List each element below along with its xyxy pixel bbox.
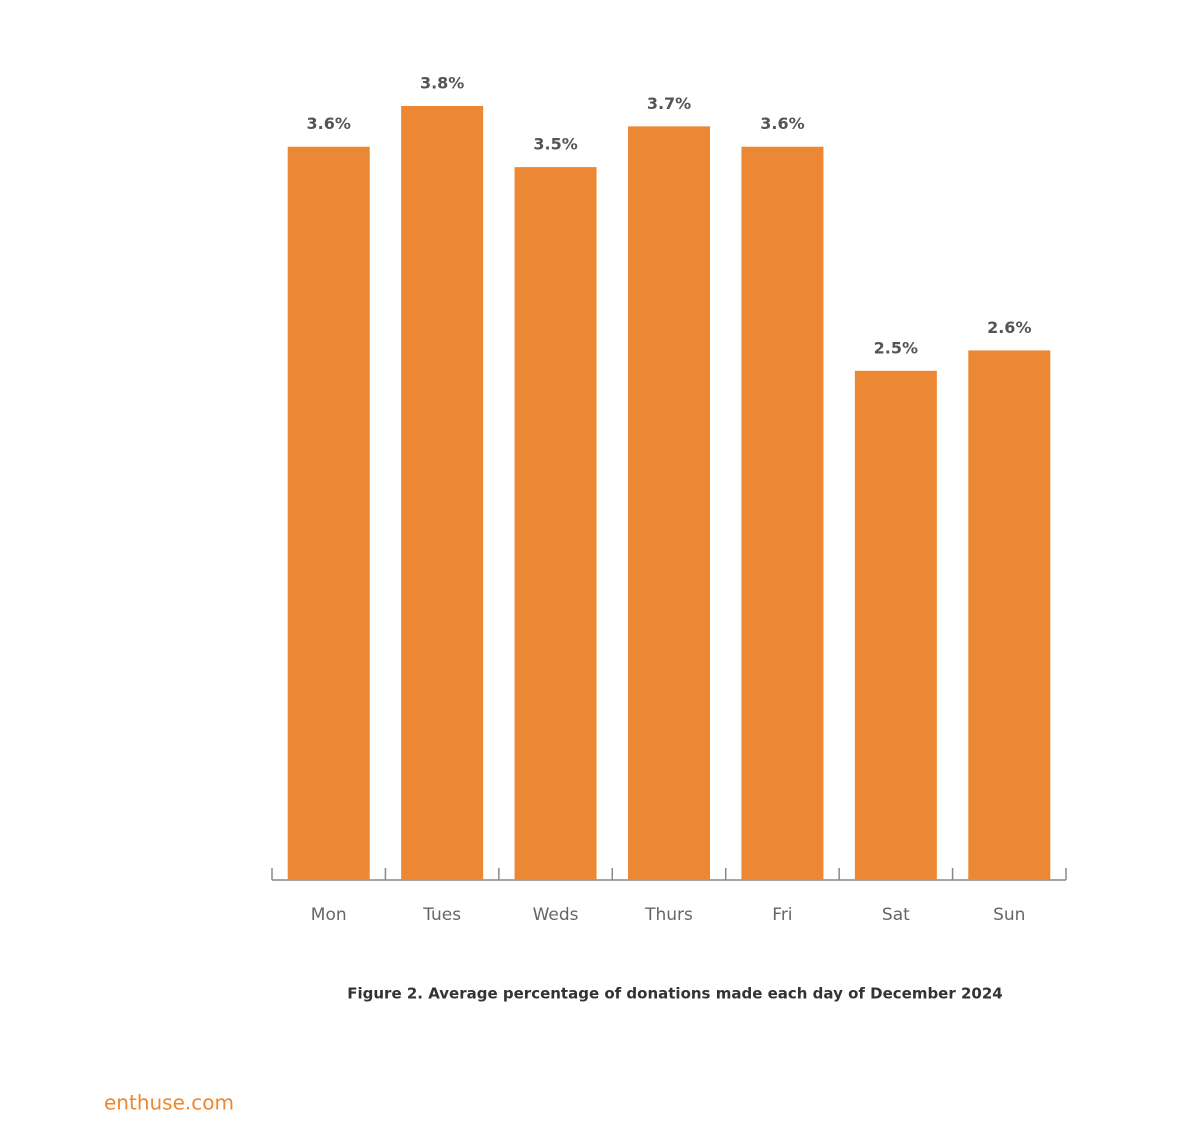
x-tick-label: Sun [993, 905, 1025, 925]
bar [287, 146, 370, 881]
bar [514, 167, 597, 880]
bar [741, 146, 824, 881]
bar [401, 106, 484, 880]
value-label: 2.6% [987, 318, 1031, 337]
x-tick-label: Weds [533, 905, 579, 925]
bar [628, 126, 710, 881]
value-label: 2.5% [874, 338, 918, 357]
x-tick-label: Thurs [644, 905, 693, 925]
value-label: 3.5% [533, 135, 577, 154]
value-label: 3.6% [307, 114, 351, 133]
x-tick-label: Tues [422, 905, 461, 925]
footer: enthuse.com [104, 1091, 234, 1115]
value-label: 3.8% [420, 74, 464, 93]
x-tick-label: Mon [311, 905, 347, 925]
value-label: 3.7% [647, 94, 691, 113]
bar [854, 370, 937, 880]
chart-caption: Figure 2. Average percentage of donation… [347, 985, 1002, 1003]
x-tick-label: Fri [772, 905, 792, 925]
x-tick-label: Sat [882, 905, 910, 925]
bar [968, 350, 1051, 881]
value-label: 3.6% [760, 114, 804, 133]
